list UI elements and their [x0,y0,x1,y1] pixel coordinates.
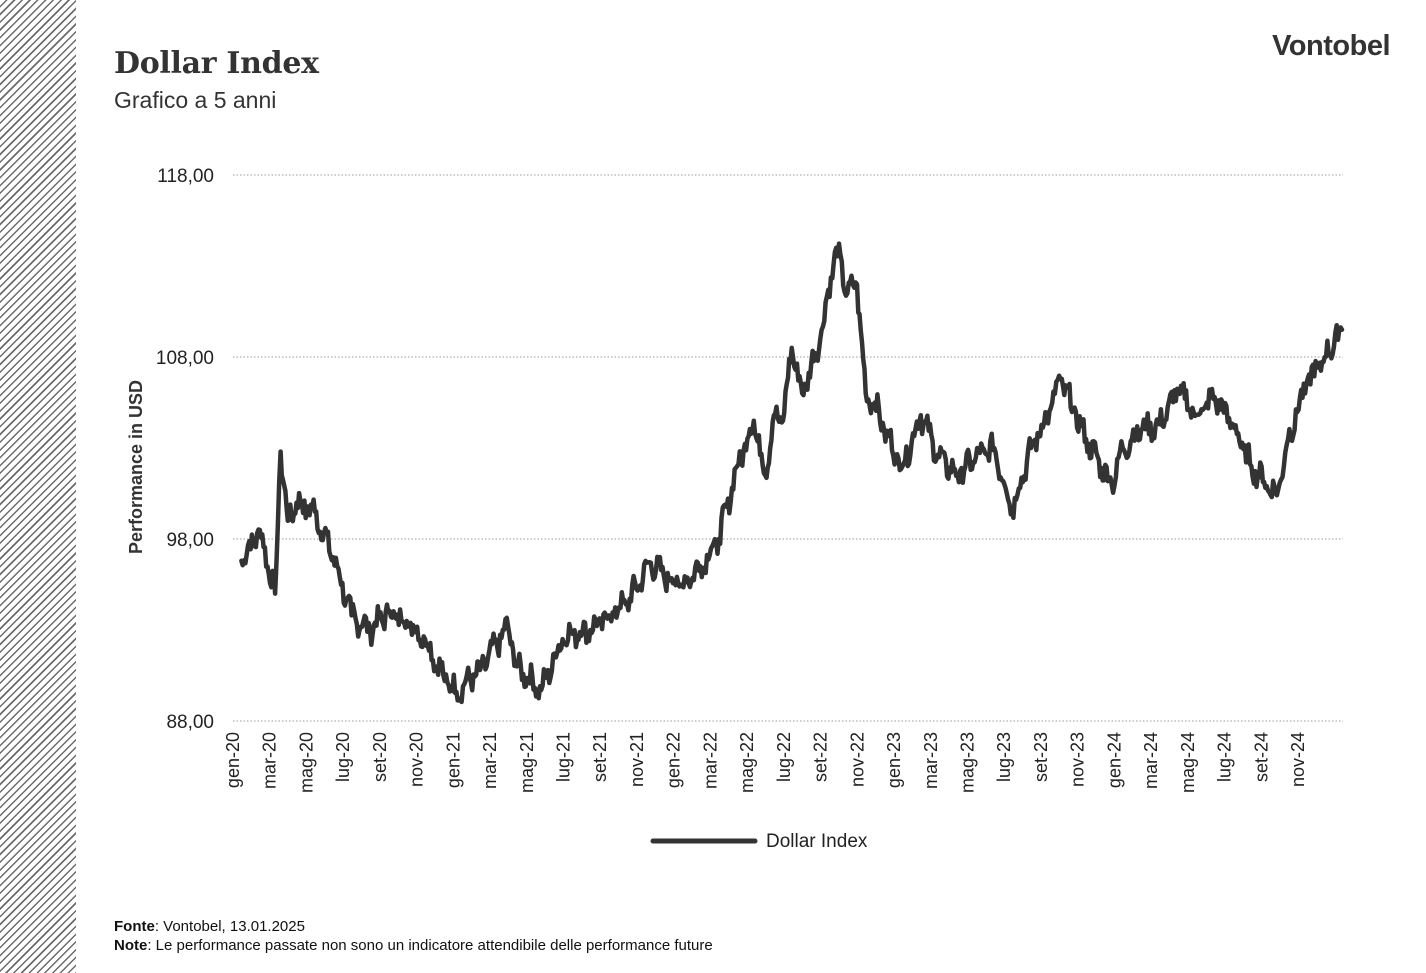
y-tick-label: 88,00 [166,712,214,733]
x-tick-label: set-23 [1031,732,1051,782]
x-tick-label: set-20 [370,732,390,782]
x-tick-label: lug-24 [1215,732,1235,782]
x-tick-label: lug-20 [333,732,353,782]
x-tick-label: gen-23 [884,732,904,788]
x-tick-label: lug-23 [994,732,1014,782]
y-tick-label: 98,00 [166,530,214,551]
x-tick-label: gen-24 [1104,732,1124,788]
x-tick-label: mar-21 [480,732,500,789]
x-tick-label: gen-22 [664,732,684,788]
footer-source: Fonte: Vontobel, 13.01.2025 [114,917,713,936]
x-tick-label: nov-21 [627,732,647,787]
grid-lines [233,174,1343,722]
footer-source-label: Fonte [114,918,155,935]
brand-logo: Vontobel [1272,30,1390,62]
footer: Fonte: Vontobel, 13.01.2025 Note: Le per… [114,917,713,955]
chart-title: Dollar Index [114,46,319,81]
x-tick-label: gen-20 [223,732,243,788]
x-tick-label: mar-23 [921,732,941,789]
x-tick-label: mag-21 [517,732,537,793]
x-tick-label: nov-24 [1288,732,1308,787]
x-tick-label: set-22 [811,732,831,782]
x-tick-label: set-24 [1251,732,1271,782]
x-tick-label: lug-21 [554,732,574,782]
x-axis: gen-20 mar-20 mag-20 lug-20 set-20 nov-20 gen-… [223,732,1308,793]
x-tick-label: gen-21 [443,732,463,788]
x-tick-label: set-21 [590,732,610,782]
footer-note-label: Note [114,937,148,954]
y-tick-label: 118,00 [157,166,214,187]
series-line-dollar-index [239,241,1345,705]
footer-source-text: : Vontobel, 13.01.2025 [154,918,305,935]
x-tick-label: mar-22 [700,732,720,789]
footer-note: Note: Le performance passate non sono un… [114,936,713,955]
x-tick-label: mag-23 [958,732,978,793]
footer-note-text: : Le performance passate non sono un ind… [147,937,713,954]
x-tick-label: nov-22 [847,732,867,787]
y-axis-label: Performance in USD [126,380,146,554]
x-tick-label: mag-24 [1178,732,1198,793]
x-tick-label: nov-23 [1068,732,1088,787]
legend: Dollar Index [650,831,868,852]
x-tick-label: lug-22 [774,732,794,782]
x-tick-label: nov-20 [407,732,427,787]
x-tick-label: mag-20 [296,732,316,793]
x-tick-label: mar-20 [260,732,280,789]
decorative-stripes [0,0,76,973]
y-tick-label: 108,00 [156,348,214,369]
x-tick-label: mag-22 [737,732,757,793]
legend-label: Dollar Index [766,831,868,852]
y-axis: 88,00 98,00 108,00 118,00 [156,166,214,733]
chart-subtitle: Grafico a 5 anni [114,87,277,113]
x-tick-label: mar-24 [1141,732,1161,789]
